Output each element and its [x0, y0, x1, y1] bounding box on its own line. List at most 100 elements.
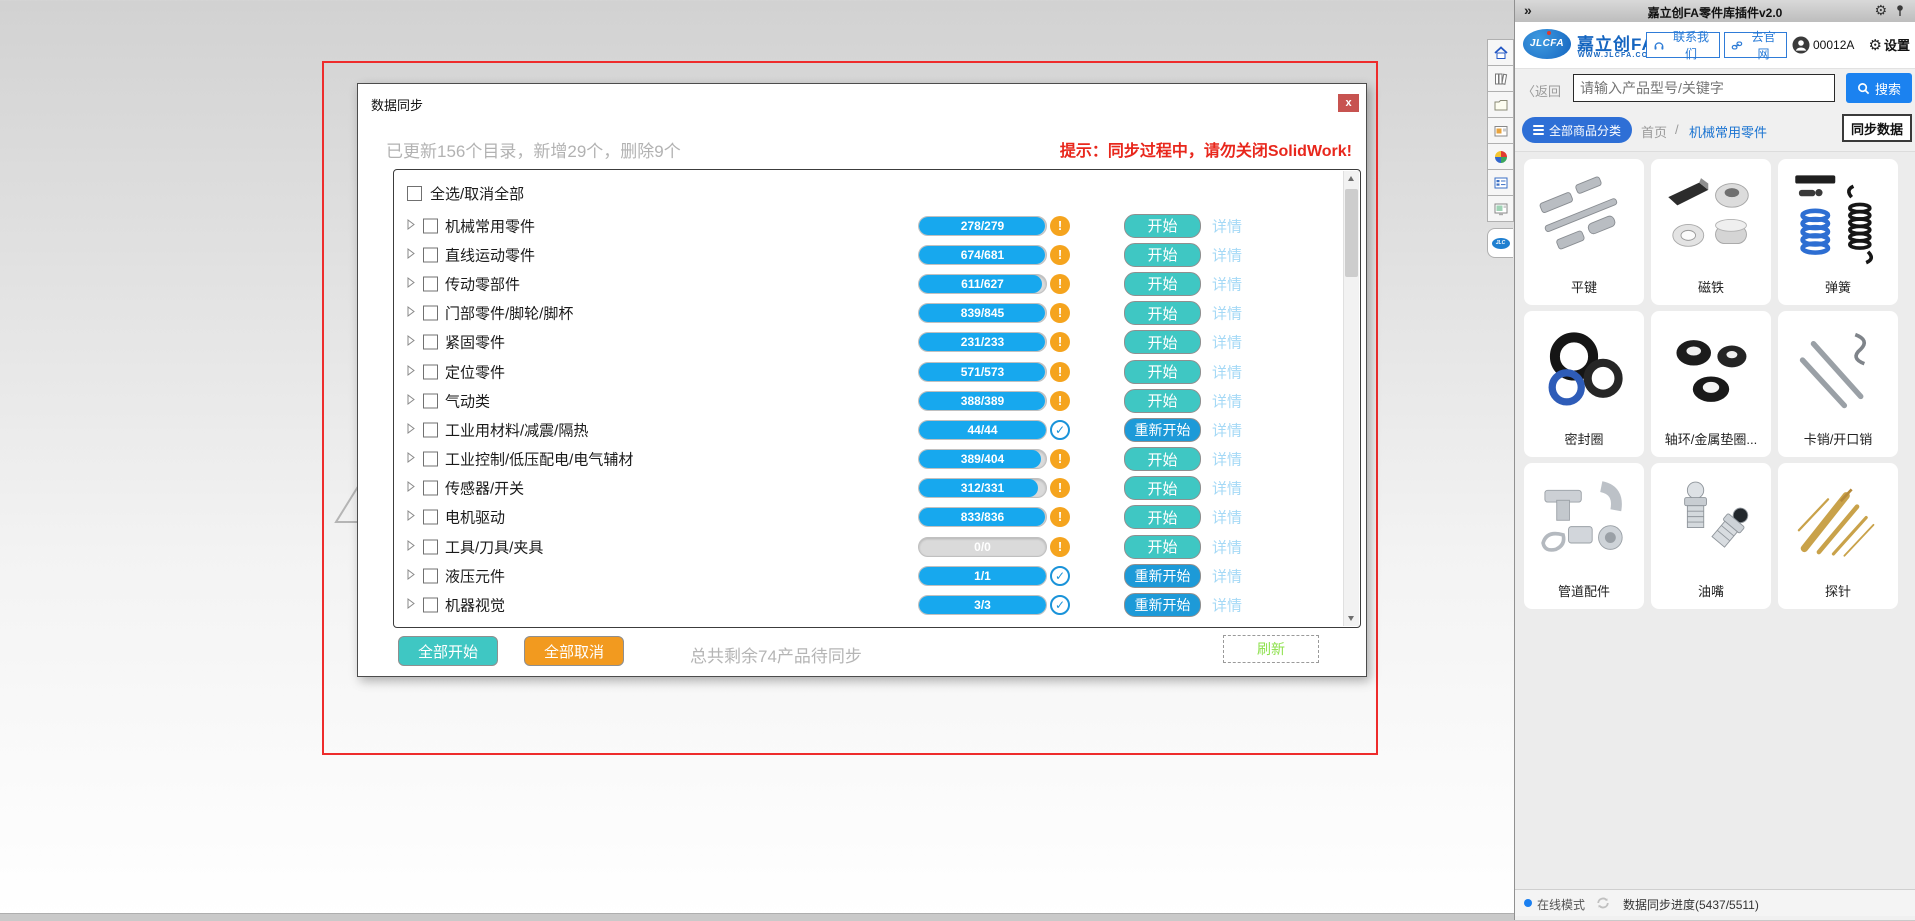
category-checkbox[interactable]: [423, 539, 438, 555]
start-button[interactable]: 开始: [1124, 330, 1201, 355]
details-link[interactable]: 详情: [1212, 480, 1243, 498]
start-button[interactable]: 开始: [1124, 242, 1201, 267]
expand-arrow-icon[interactable]: [407, 275, 415, 293]
sync-data-button[interactable]: 同步数据: [1841, 114, 1912, 142]
category-checkbox[interactable]: [423, 364, 438, 380]
expand-arrow-icon[interactable]: [407, 508, 415, 526]
list-scrollbar[interactable]: [1343, 171, 1359, 626]
start-button[interactable]: 开始: [1124, 505, 1201, 530]
restart-button[interactable]: 重新开始: [1124, 417, 1201, 442]
select-all-row[interactable]: 全选/取消全部: [407, 183, 524, 204]
go-website-button[interactable]: 去官网: [1724, 30, 1787, 61]
details-link[interactable]: 详情: [1212, 422, 1243, 440]
monitor-tab-icon[interactable]: [1487, 195, 1514, 222]
library-tab-icon[interactable]: [1487, 65, 1514, 92]
expand-arrow-icon[interactable]: [407, 246, 415, 264]
product-card[interactable]: 油嘴: [1651, 463, 1771, 609]
start-button[interactable]: 开始: [1124, 476, 1201, 501]
list-tab-icon[interactable]: [1487, 169, 1514, 196]
details-link[interactable]: 详情: [1212, 276, 1243, 294]
category-checkbox[interactable]: [423, 276, 438, 292]
category-checkbox[interactable]: [423, 247, 438, 263]
expand-arrow-icon[interactable]: [407, 567, 415, 585]
scroll-down-icon[interactable]: [1344, 611, 1359, 626]
start-button[interactable]: 开始: [1124, 447, 1201, 472]
close-icon[interactable]: x: [1338, 94, 1359, 112]
category-checkbox[interactable]: [423, 393, 438, 409]
expand-arrow-icon[interactable]: [407, 217, 415, 235]
expand-arrow-icon[interactable]: [407, 596, 415, 614]
product-card[interactable]: 轴环/金属垫圈...: [1651, 311, 1771, 457]
category-checkbox[interactable]: [423, 334, 438, 350]
start-button[interactable]: 开始: [1124, 359, 1201, 384]
details-link[interactable]: 详情: [1212, 393, 1243, 411]
web-sphere-tab-icon[interactable]: [1487, 143, 1514, 170]
expand-arrow-icon[interactable]: [407, 304, 415, 322]
breadcrumb-current[interactable]: 机械常用零件: [1689, 125, 1768, 140]
product-card[interactable]: 卡销/开口销: [1778, 311, 1898, 457]
cancel-all-button[interactable]: 全部取消: [524, 636, 624, 666]
start-all-button[interactable]: 全部开始: [398, 636, 498, 666]
select-all-checkbox[interactable]: [407, 186, 422, 201]
start-button[interactable]: 开始: [1124, 388, 1201, 413]
sync-refresh-icon[interactable]: [1595, 895, 1611, 916]
user-account[interactable]: 00012A: [1792, 36, 1854, 54]
design-library-tab-icon[interactable]: [1487, 117, 1514, 144]
product-card[interactable]: 平键: [1524, 159, 1644, 305]
product-card[interactable]: 探针: [1778, 463, 1898, 609]
all-categories-button[interactable]: 全部商品分类: [1522, 117, 1632, 143]
gear-icon[interactable]: ⚙: [1874, 2, 1887, 18]
details-link[interactable]: 详情: [1212, 334, 1243, 352]
details-link[interactable]: 详情: [1212, 597, 1243, 615]
expand-arrow-icon[interactable]: [407, 363, 415, 381]
search-input[interactable]: [1573, 74, 1835, 102]
restart-button[interactable]: 重新开始: [1124, 593, 1201, 618]
contact-us-button[interactable]: 联系我们: [1646, 30, 1720, 61]
pin-icon[interactable]: [1894, 4, 1906, 22]
collapse-panel-icon[interactable]: »: [1524, 2, 1532, 18]
expand-arrow-icon[interactable]: [407, 333, 415, 351]
home-tab-icon[interactable]: [1487, 39, 1514, 66]
search-button[interactable]: 搜索: [1846, 73, 1912, 103]
product-card[interactable]: 弹簧: [1778, 159, 1898, 305]
details-link[interactable]: 详情: [1212, 305, 1243, 323]
settings-button[interactable]: ⚙ 设置: [1868, 36, 1910, 54]
category-checkbox[interactable]: [423, 568, 438, 584]
details-link[interactable]: 详情: [1212, 218, 1243, 236]
start-button[interactable]: 开始: [1124, 534, 1201, 559]
start-button[interactable]: 开始: [1124, 271, 1201, 296]
folder-tab-icon[interactable]: [1487, 91, 1514, 118]
category-checkbox[interactable]: [423, 597, 438, 613]
product-card[interactable]: 管道配件: [1524, 463, 1644, 609]
start-button[interactable]: 开始: [1124, 213, 1201, 238]
category-checkbox[interactable]: [423, 451, 438, 467]
expand-arrow-icon[interactable]: [407, 479, 415, 497]
details-link[interactable]: 详情: [1212, 247, 1243, 265]
details-link[interactable]: 详情: [1212, 451, 1243, 469]
sync-category-row: 工业用材料/减震/隔热 44/44 ✓ 重新开始 详情: [394, 415, 1342, 444]
details-link[interactable]: 详情: [1212, 568, 1243, 586]
expand-arrow-icon[interactable]: [407, 450, 415, 468]
category-checkbox[interactable]: [423, 480, 438, 496]
scroll-up-icon[interactable]: [1344, 171, 1359, 186]
restart-button[interactable]: 重新开始: [1124, 563, 1201, 588]
category-checkbox[interactable]: [423, 509, 438, 525]
jlc-plugin-tab[interactable]: JLC: [1487, 228, 1513, 258]
category-checkbox[interactable]: [423, 305, 438, 321]
scrollbar-thumb[interactable]: [1345, 189, 1358, 277]
breadcrumb-home[interactable]: 首页: [1641, 125, 1668, 140]
sync-category-row: 机械常用零件 278/279 ! 开始 详情: [394, 211, 1342, 240]
start-button[interactable]: 开始: [1124, 301, 1201, 326]
category-checkbox[interactable]: [423, 422, 438, 438]
expand-arrow-icon[interactable]: [407, 538, 415, 556]
details-link[interactable]: 详情: [1212, 364, 1243, 382]
product-card[interactable]: 磁铁: [1651, 159, 1771, 305]
product-card[interactable]: 密封圈: [1524, 311, 1644, 457]
refresh-button[interactable]: 刷新: [1223, 635, 1319, 663]
category-checkbox[interactable]: [423, 218, 438, 234]
expand-arrow-icon[interactable]: [407, 392, 415, 410]
back-button[interactable]: 〈返回: [1522, 84, 1562, 99]
details-link[interactable]: 详情: [1212, 539, 1243, 557]
details-link[interactable]: 详情: [1212, 509, 1243, 527]
expand-arrow-icon[interactable]: [407, 421, 415, 439]
